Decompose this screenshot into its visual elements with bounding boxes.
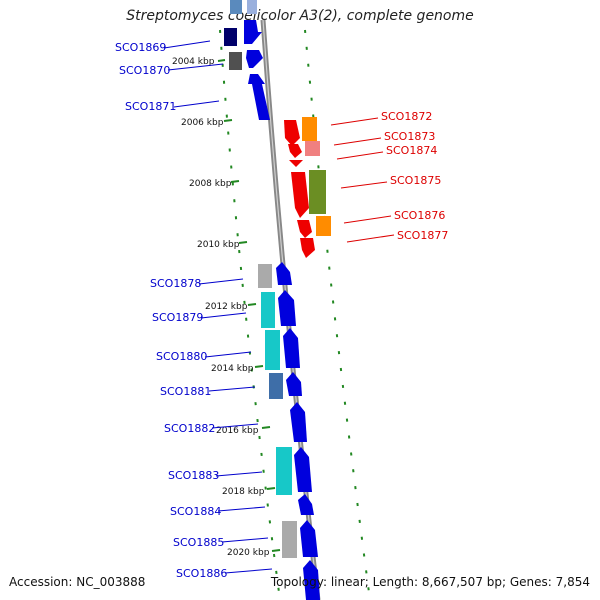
gene-arrow-sco1869[interactable] — [224, 0, 262, 46]
svg-text:2018 kbp: 2018 kbp — [222, 487, 265, 497]
gene-arrow-sco1879[interactable] — [261, 290, 296, 328]
gene-label-sco1873[interactable]: SCO1873 — [333, 130, 435, 146]
gene-label-sco1883[interactable]: SCO1883 — [168, 469, 263, 482]
kbp-marker-2004: 2004 kbp — [172, 57, 226, 67]
kbp-marker-2014: 2014 kbp — [211, 364, 264, 374]
gene-arrow-sco1885[interactable] — [282, 520, 318, 558]
gene-label-sco1870[interactable]: SCO1870 — [119, 63, 224, 77]
genome-summary: Topology: linear; Length: 8,667,507 bp; … — [270, 575, 590, 589]
kbp-marker-2018: 2018 kbp — [222, 487, 276, 497]
svg-text:2014 kbp: 2014 kbp — [211, 364, 254, 374]
kbp-marker-2006: 2006 kbp — [181, 118, 233, 128]
svg-text:SCO1872: SCO1872 — [381, 110, 432, 123]
gene-label-sco1876[interactable]: SCO1876 — [343, 209, 445, 224]
gene-label-sco1882[interactable]: SCO1882 — [164, 422, 259, 435]
gene-label-sco1885[interactable]: SCO1885 — [173, 536, 269, 549]
svg-text:SCO1882: SCO1882 — [164, 422, 215, 435]
kbp-marker-2010: 2010 kbp — [197, 240, 248, 250]
gene-label-sco1881[interactable]: SCO1881 — [160, 385, 256, 398]
gene-arrow-sco1886[interactable] — [303, 560, 320, 600]
svg-text:2008 kbp: 2008 kbp — [189, 179, 232, 189]
gene-arrow-sco1876[interactable] — [297, 216, 331, 238]
svg-text:2010 kbp: 2010 kbp — [197, 240, 240, 250]
svg-text:2004 kbp: 2004 kbp — [172, 57, 215, 67]
gene-arrow-sco1874[interactable] — [289, 160, 303, 167]
gene-label-sco1872[interactable]: SCO1872 — [330, 110, 432, 126]
gene-label-sco1878[interactable]: SCO1878 — [150, 277, 244, 290]
svg-text:2006 kbp: 2006 kbp — [181, 118, 224, 128]
svg-text:SCO1884: SCO1884 — [170, 505, 221, 518]
svg-text:SCO1885: SCO1885 — [173, 536, 224, 549]
gene-arrow-sco1878[interactable] — [258, 262, 292, 288]
gene-arrow-sco1875[interactable] — [291, 170, 326, 218]
svg-text:2012 kbp: 2012 kbp — [205, 302, 248, 312]
gene-label-sco1871[interactable]: SCO1871 — [125, 100, 220, 113]
gene-arrow-sco1871[interactable] — [248, 74, 270, 120]
svg-text:SCO1871: SCO1871 — [125, 100, 176, 113]
map-title: Streptomyces coelicolor A3(2), complete … — [126, 8, 474, 24]
gene-arrow-sco1880[interactable] — [265, 328, 300, 370]
svg-text:SCO1869: SCO1869 — [115, 41, 166, 54]
gene-label-sco1886[interactable]: SCO1886 — [176, 567, 273, 580]
kbp-marker-2012: 2012 kbp — [205, 302, 257, 312]
svg-text:SCO1883: SCO1883 — [168, 469, 219, 482]
svg-text:SCO1874: SCO1874 — [386, 144, 437, 157]
svg-text:SCO1877: SCO1877 — [397, 229, 448, 242]
accession-label: Accession: NC_003888 — [9, 575, 146, 589]
gene-label-sco1874[interactable]: SCO1874 — [336, 144, 437, 160]
svg-text:SCO1870: SCO1870 — [119, 64, 170, 77]
gene-arrow-sco1872[interactable] — [284, 117, 317, 146]
kbp-marker-2020: 2020 kbp — [227, 548, 281, 558]
svg-text:SCO1875: SCO1875 — [390, 174, 441, 187]
kbp-marker-2016: 2016 kbp — [216, 426, 271, 436]
reverse-guide-line — [304, 29, 371, 600]
gene-arrow-sco1881[interactable] — [269, 372, 302, 399]
gene-label-sco1875[interactable]: SCO1875 — [340, 174, 441, 189]
gene-label-sco1879[interactable]: SCO1879 — [152, 311, 247, 324]
gene-arrow-sco1873[interactable] — [288, 141, 320, 158]
gene-label-sco1880[interactable]: SCO1880 — [156, 350, 252, 363]
svg-text:SCO1876: SCO1876 — [394, 209, 445, 222]
gene-arrow-sco1870[interactable] — [229, 50, 263, 70]
svg-text:2020 kbp: 2020 kbp — [227, 548, 270, 558]
svg-text:SCO1879: SCO1879 — [152, 311, 203, 324]
svg-text:2016 kbp: 2016 kbp — [216, 426, 259, 436]
gene-label-sco1869[interactable]: SCO1869 — [115, 40, 211, 54]
svg-text:SCO1878: SCO1878 — [150, 277, 201, 290]
svg-text:SCO1873: SCO1873 — [384, 130, 435, 143]
svg-text:SCO1880: SCO1880 — [156, 350, 207, 363]
gene-arrow-sco1877[interactable] — [300, 238, 315, 258]
kbp-marker-2008: 2008 kbp — [189, 179, 240, 189]
svg-text:SCO1886: SCO1886 — [176, 567, 227, 580]
gene-arrow-sco1884[interactable] — [298, 494, 314, 515]
gene-arrow-sco1882[interactable] — [290, 402, 307, 442]
gene-arrow-sco1883[interactable] — [276, 447, 312, 495]
gene-label-sco1884[interactable]: SCO1884 — [170, 505, 266, 518]
svg-text:SCO1881: SCO1881 — [160, 385, 211, 398]
gene-label-sco1877[interactable]: SCO1877 — [346, 229, 448, 243]
